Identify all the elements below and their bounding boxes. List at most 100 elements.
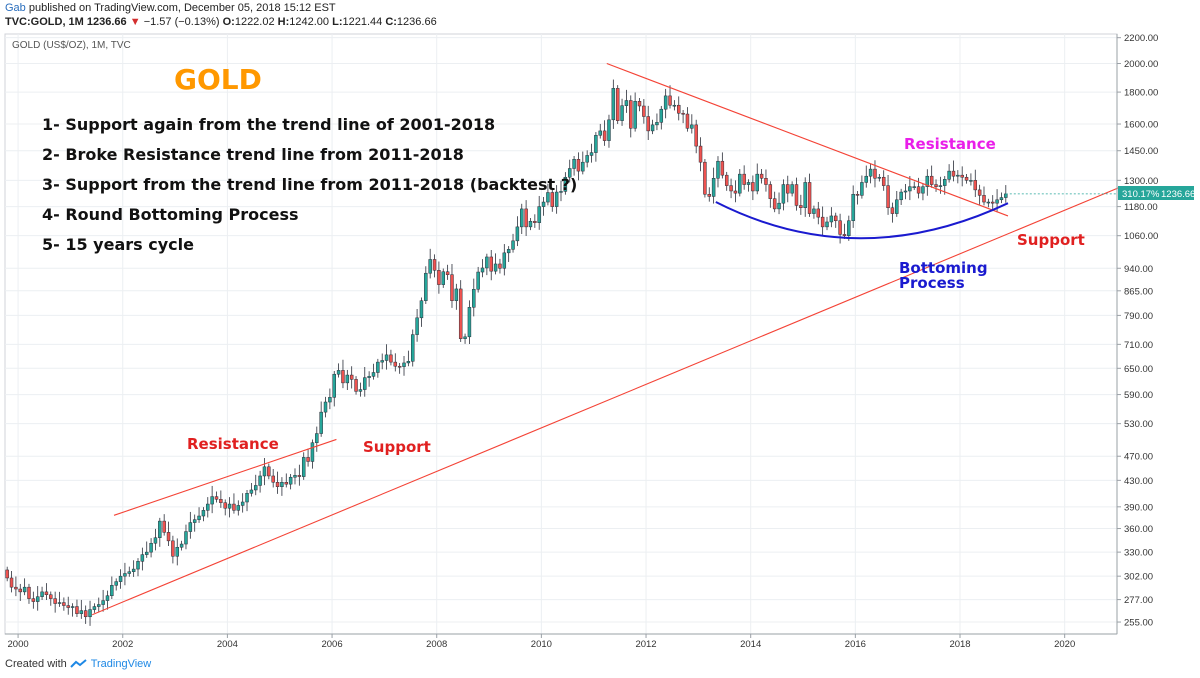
y-tick-label: 790.00 <box>1124 311 1153 322</box>
high-label: H: <box>277 16 290 28</box>
candle-body <box>389 354 393 363</box>
candle <box>550 189 555 212</box>
candle-body <box>458 288 463 339</box>
candle-body <box>210 496 214 505</box>
candle <box>489 250 493 281</box>
candle-body <box>520 208 524 228</box>
candle <box>262 458 267 486</box>
candle-body <box>690 124 694 129</box>
candle <box>336 363 341 378</box>
candle <box>384 344 389 370</box>
candle-body <box>995 199 999 204</box>
footer-brand[interactable]: TradingView <box>90 658 152 670</box>
candle-body <box>267 466 271 477</box>
candle <box>633 92 637 132</box>
candle-body <box>768 184 773 199</box>
candle <box>559 180 563 202</box>
candle-body <box>881 176 886 186</box>
candle <box>637 98 642 112</box>
candle <box>502 244 507 276</box>
y-axis[interactable]: 2200.00 2000.00 1800.00 1600.00 1450.00 1300.… <box>1117 33 1158 629</box>
candle <box>581 151 585 175</box>
candle-body <box>354 379 358 392</box>
x-tick-label: 2014 <box>740 639 761 650</box>
candle <box>729 178 733 199</box>
candle-body <box>293 475 297 478</box>
candle <box>533 214 537 228</box>
trend-line <box>113 438 337 516</box>
y-tick-label: 2000.00 <box>1124 59 1158 70</box>
candle-body <box>454 288 459 301</box>
y-tick-label: 430.00 <box>1124 476 1153 487</box>
candle <box>454 283 459 310</box>
candle-body <box>162 520 166 533</box>
candle <box>22 578 27 596</box>
candle-body <box>790 184 794 194</box>
candle <box>53 591 57 613</box>
candle <box>777 192 781 215</box>
candle-body <box>703 161 707 195</box>
candle <box>267 463 271 480</box>
candle <box>206 497 210 518</box>
candle-body <box>62 602 66 606</box>
candle <box>424 266 428 304</box>
candle-body <box>175 546 179 557</box>
candle <box>70 603 75 617</box>
candle <box>650 119 655 135</box>
candle <box>864 165 868 188</box>
candle-body <box>890 207 895 214</box>
candle-body <box>476 271 480 290</box>
candle-body <box>851 193 855 222</box>
candle-body <box>258 475 262 486</box>
candle-body <box>742 173 746 185</box>
grid <box>5 34 1117 634</box>
candle <box>57 591 62 607</box>
candle-body <box>105 595 110 601</box>
candle-body <box>799 205 803 209</box>
candle-body <box>79 610 84 614</box>
candle-body <box>825 221 829 228</box>
candle-body <box>97 604 101 607</box>
candle-body <box>807 182 812 214</box>
x-axis[interactable]: 2000 2002 2004 2006 2008 2010 2012 2014 2016 2018… <box>8 634 1076 650</box>
candle-body <box>533 220 537 223</box>
candle-body <box>319 411 323 434</box>
candle-body <box>402 362 406 367</box>
candle-body <box>615 88 620 121</box>
candle <box>820 206 825 236</box>
candle-body <box>171 540 175 557</box>
candle <box>546 183 550 206</box>
candle <box>816 201 821 225</box>
author-link[interactable]: Gab <box>5 2 26 14</box>
candle <box>393 353 398 372</box>
candle-body <box>49 594 53 599</box>
candle <box>40 586 44 600</box>
candle <box>611 79 616 129</box>
candle-body <box>9 577 14 588</box>
y-tick-label: 330.00 <box>1124 548 1153 559</box>
candle <box>415 309 419 342</box>
candle-body <box>655 122 659 126</box>
candle <box>934 179 938 192</box>
candle <box>925 169 930 196</box>
annotation-point: 1- Support again from the trend line of … <box>42 115 495 134</box>
candle-body <box>777 202 781 210</box>
candle-body <box>118 575 123 582</box>
candle <box>485 253 489 276</box>
label-process: Process <box>899 274 965 292</box>
candle <box>9 571 14 593</box>
candle <box>751 175 755 201</box>
annotation-title: GOLD <box>174 63 262 96</box>
candle <box>772 191 777 213</box>
candle <box>716 156 720 188</box>
candle <box>249 483 254 497</box>
label-bottoming: Bottoming <box>899 259 988 277</box>
candle-body <box>607 119 611 141</box>
candle <box>655 113 659 131</box>
candle <box>956 170 960 184</box>
low-value: 1221.44 <box>342 16 383 28</box>
candle <box>698 137 703 172</box>
candle-body <box>964 176 969 181</box>
candle-body <box>759 173 764 179</box>
